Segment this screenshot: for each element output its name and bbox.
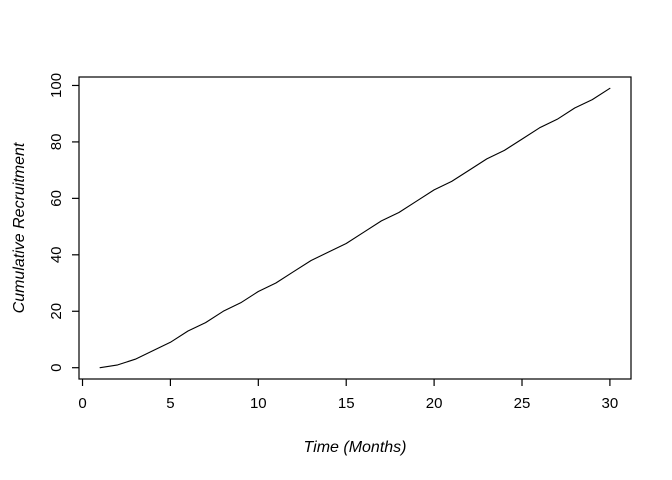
y-tick-label: 80 — [48, 134, 65, 151]
x-axis-label: Time (Months) — [304, 439, 407, 456]
x-tick-label: 0 — [78, 395, 86, 412]
x-tick-label: 15 — [338, 395, 355, 412]
y-tick-label: 40 — [48, 246, 65, 263]
y-tick-label: 20 — [48, 303, 65, 320]
plot-area: 0 5 10 15 20 25 30 0 20 40 60 80 100 — [48, 73, 632, 412]
y-tick-label: 100 — [48, 73, 65, 98]
y-axis-label: Cumulative Recruitment — [11, 142, 28, 313]
x-tick-label: 20 — [426, 395, 443, 412]
y-tick-label: 0 — [48, 364, 65, 372]
x-tick-label: 25 — [514, 395, 531, 412]
y-tick-label: 60 — [48, 190, 65, 207]
x-tick-label: 10 — [250, 395, 267, 412]
x-tick-label: 30 — [602, 395, 619, 412]
cumulative-recruitment-line — [99, 87, 611, 369]
x-tick-label: 5 — [166, 395, 174, 412]
plot-box — [78, 76, 632, 380]
